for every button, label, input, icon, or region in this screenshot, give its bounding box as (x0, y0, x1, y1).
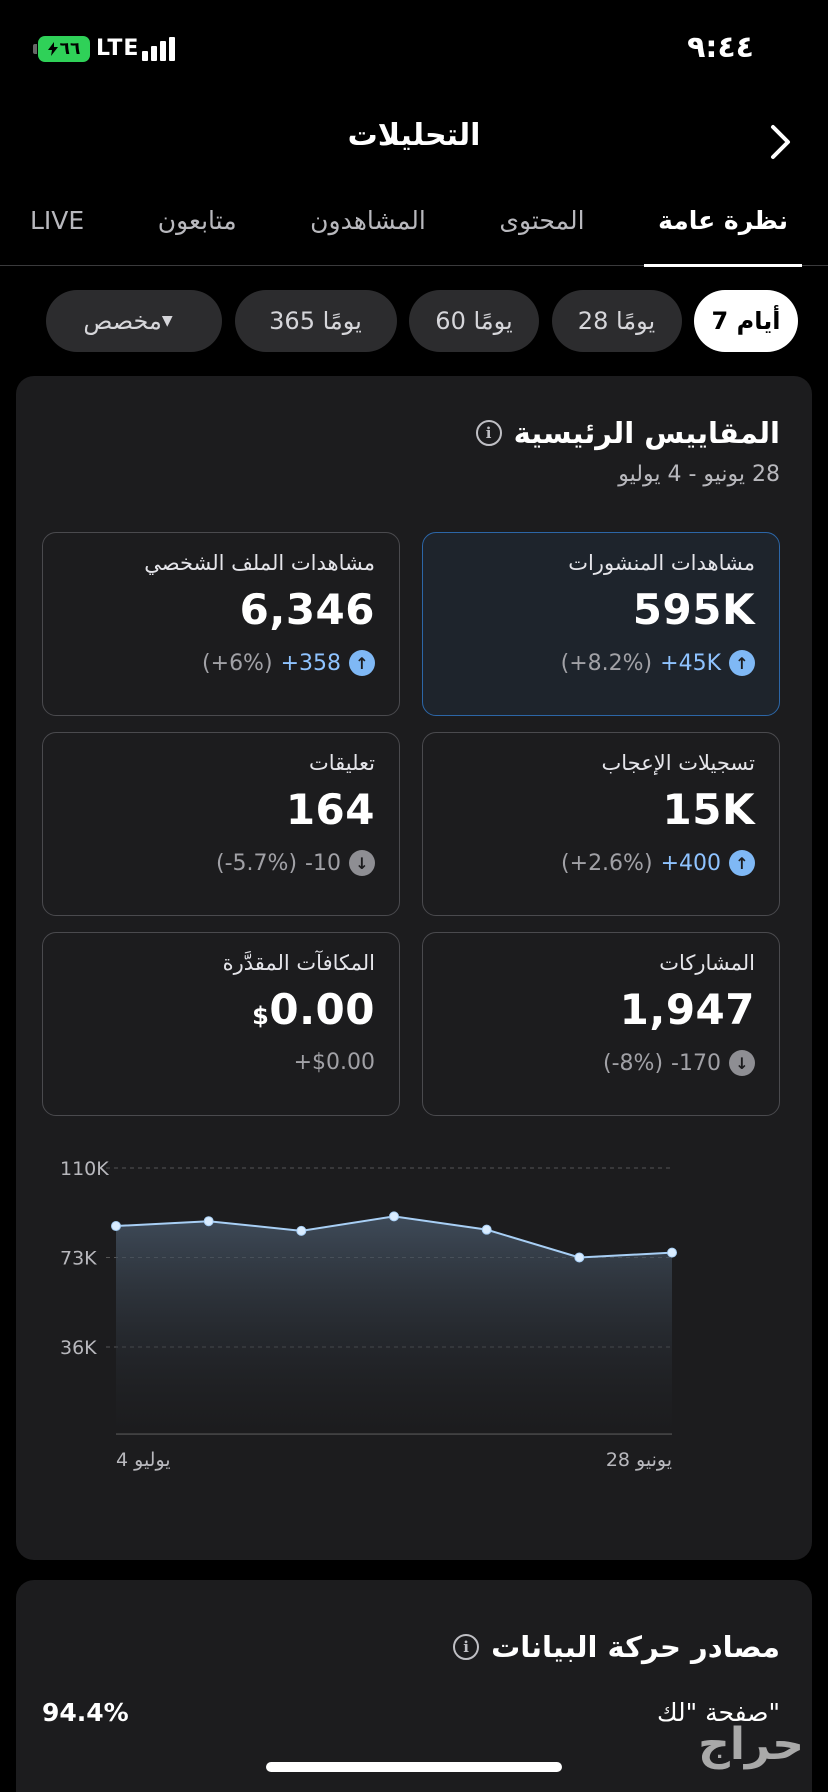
chart-point (667, 1247, 677, 1258)
network-type: LTE (96, 36, 140, 61)
info-icon[interactable]: i (475, 420, 502, 446)
tab-bar: نظرة عامة المحتوى المشاهدون متابعون LIVE (0, 190, 828, 267)
status-bar: ٦٦ LTE ٩:٤٤ (0, 0, 828, 100)
metric-label: تعليقات (308, 751, 375, 775)
info-icon[interactable]: i (453, 1634, 480, 1660)
battery-icon: ٦٦ (33, 36, 90, 62)
traffic-label: صفحة "لك" (656, 1698, 780, 1727)
metric-post-views[interactable]: مشاهدات المنشورات 595K ↑ 45K+ (8.2%+) (422, 532, 780, 716)
metric-label: مشاهدات الملف الشخصي (144, 551, 375, 575)
date-range: 28 يونيو - 4 يوليو (618, 462, 780, 487)
metric-label: المكافآت المقدَّرة (222, 951, 375, 975)
arrow-down-icon: ↓ (729, 1050, 755, 1076)
tab-overview[interactable]: نظرة عامة (644, 190, 802, 267)
metric-shares[interactable]: المشاركات 1,947 ↓ 170- (8%-) (422, 932, 780, 1116)
period-7-days[interactable]: 7 أيام (694, 290, 798, 352)
chart-point (481, 1224, 492, 1235)
chart-point (111, 1221, 121, 1232)
views-chart: 110K 73K 36K يونيو 28 يوليو 4 (60, 1158, 677, 1471)
page-title: التحليلات (347, 118, 481, 153)
home-indicator[interactable] (266, 1762, 562, 1772)
signal-icon (142, 37, 176, 61)
charging-bolt-icon (47, 42, 58, 56)
arrow-down-icon: ↓ (349, 850, 375, 876)
metric-delta: $0.00+ (67, 1050, 375, 1075)
metric-value: $0.00 (67, 985, 375, 1034)
back-button[interactable] (764, 122, 798, 162)
tab-followers[interactable]: متابعون (157, 206, 237, 235)
metric-label: المشاركات (659, 951, 755, 975)
status-time: ٩:٤٤ (687, 30, 754, 65)
period-28-days[interactable]: 28 يومًا (551, 290, 682, 352)
traffic-percent: 94.4% (42, 1698, 129, 1727)
x-tick-label: يوليو 4 (116, 1449, 171, 1471)
delta-value: 358+ (280, 650, 341, 676)
chevron-right-icon (771, 125, 790, 159)
arrow-up-icon: ↑ (729, 850, 755, 876)
period-selector: 7 أيام 28 يومًا 60 يومًا 365 يومًا مخصص … (46, 290, 798, 352)
period-custom-dropdown[interactable]: مخصص ▼ (46, 290, 222, 352)
metric-profile-views[interactable]: مشاهدات الملف الشخصي 6,346 ↑ 358+ (6%+) (42, 532, 400, 716)
metric-value: 1,947 (619, 985, 755, 1034)
traffic-sources-card: مصادر حركة البيانات i 94.4% صفحة "لك" (16, 1580, 812, 1792)
delta-value: 45K+ (660, 650, 721, 676)
metric-delta: ↑ 358+ (6%+) (67, 650, 375, 676)
custom-label: مخصص (83, 307, 162, 335)
battery-level: ٦٦ (59, 39, 81, 59)
y-tick-label: 36K (60, 1337, 97, 1359)
delta-percent: (6%+) (202, 650, 273, 676)
metric-delta: ↑ 45K+ (8.2%+) (447, 650, 755, 676)
metric-likes[interactable]: تسجيلات الإعجاب 15K ↑ 400+ (2.6%+) (422, 732, 780, 916)
delta-percent: (8%-) (603, 1050, 664, 1076)
traffic-title: مصادر حركة البيانات (491, 1630, 780, 1664)
metric-value: 15K (662, 785, 755, 834)
metric-comments[interactable]: تعليقات 164 ↓ 10- (5.7%-) (42, 732, 400, 916)
metric-value: 164 (285, 785, 375, 834)
chart-area (116, 1216, 672, 1434)
x-tick-label: يونيو 28 (606, 1449, 672, 1471)
period-365-days[interactable]: 365 يومًا (234, 290, 397, 352)
tab-viewers[interactable]: المشاهدون (310, 206, 426, 235)
delta-value: 400+ (660, 850, 721, 876)
chart-point (389, 1211, 399, 1222)
watermark-logo: حراج (698, 1719, 804, 1770)
delta-percent: (5.7%-) (216, 850, 298, 876)
y-tick-label: 110K (60, 1158, 109, 1180)
metric-label: مشاهدات المنشورات (568, 551, 755, 575)
metric-delta: ↓ 10- (5.7%-) (67, 850, 375, 876)
metric-value: 595K (632, 585, 755, 634)
delta-percent: (8.2%+) (560, 650, 653, 676)
chart-point (203, 1216, 214, 1227)
period-60-days[interactable]: 60 يومًا (409, 290, 539, 352)
chart-point (296, 1225, 307, 1236)
traffic-row: 94.4% صفحة "لك" (42, 1698, 780, 1727)
currency-symbol: $ (252, 1002, 270, 1030)
metric-label: تسجيلات الإعجاب (601, 751, 755, 775)
key-metrics-heading: المقاييس الرئيسية i (475, 416, 780, 450)
key-metrics-card: المقاييس الرئيسية i 28 يونيو - 4 يوليو م… (16, 376, 812, 1560)
arrow-up-icon: ↑ (729, 650, 755, 676)
caret-down-icon: ▼ (161, 313, 173, 329)
metric-delta: ↑ 400+ (2.6%+) (447, 850, 755, 876)
metric-estimated-rewards[interactable]: المكافآت المقدَّرة $0.00 $0.00+ (42, 932, 400, 1116)
arrow-up-icon: ↑ (349, 650, 375, 676)
chart-point (574, 1252, 585, 1263)
y-tick-label: 73K (60, 1247, 97, 1269)
delta-value: 170- (671, 1050, 721, 1076)
metric-value: 6,346 (239, 585, 375, 634)
traffic-heading: مصادر حركة البيانات i (453, 1630, 780, 1664)
delta-value: $0.00+ (293, 1050, 375, 1075)
tab-live[interactable]: LIVE (30, 206, 85, 235)
tab-content[interactable]: المحتوى (499, 206, 585, 235)
value-number: 0.00 (269, 985, 375, 1034)
key-metrics-title: المقاييس الرئيسية (513, 416, 780, 450)
delta-value: 10- (305, 850, 341, 876)
delta-percent: (2.6%+) (561, 850, 653, 876)
header: التحليلات (0, 110, 828, 170)
metric-delta: ↓ 170- (8%-) (447, 1050, 755, 1076)
